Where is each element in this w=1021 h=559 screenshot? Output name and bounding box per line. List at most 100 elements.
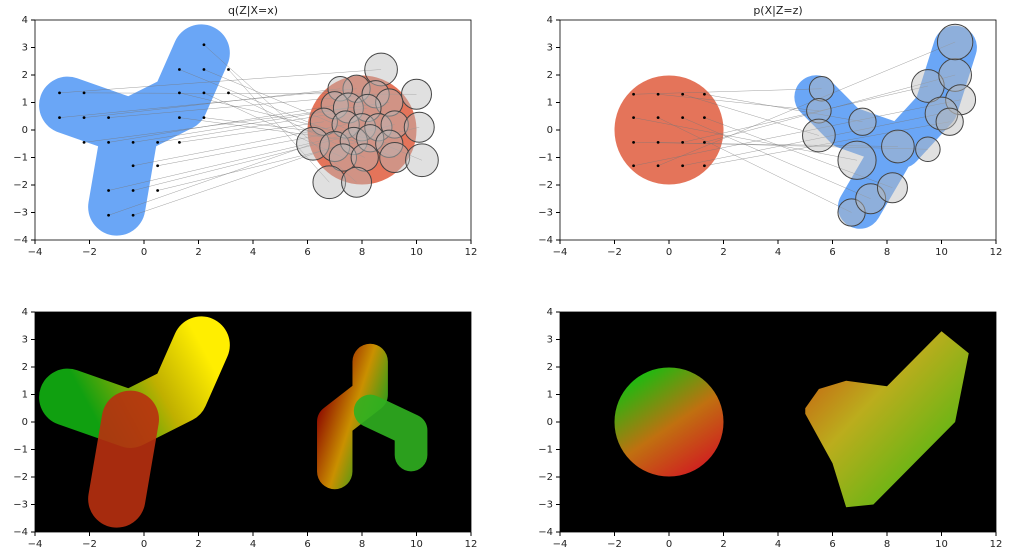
shape bbox=[805, 331, 969, 508]
x-tick-label: 2 bbox=[720, 247, 726, 258]
circle-marker bbox=[876, 172, 908, 204]
point bbox=[107, 189, 110, 192]
circle-marker bbox=[379, 142, 411, 173]
circle-marker bbox=[375, 88, 404, 117]
y-tick-label: 0 bbox=[22, 125, 28, 136]
y-tick-label: 4 bbox=[547, 15, 553, 26]
link bbox=[633, 88, 822, 95]
x-tick-label: 6 bbox=[829, 539, 835, 550]
link bbox=[228, 92, 365, 158]
point bbox=[202, 116, 206, 120]
circle-marker bbox=[405, 143, 439, 178]
x-tick-label: 8 bbox=[884, 539, 890, 550]
shape bbox=[353, 394, 428, 472]
link bbox=[658, 94, 819, 111]
x-tick-label: 4 bbox=[775, 539, 781, 550]
circle-marker bbox=[938, 58, 972, 92]
y-tick-label: −2 bbox=[13, 472, 28, 483]
y-tick-label: −3 bbox=[13, 208, 28, 219]
x-tick-label: 4 bbox=[250, 247, 256, 258]
point bbox=[202, 91, 206, 95]
circle-marker bbox=[353, 93, 382, 123]
shape bbox=[614, 75, 724, 185]
point bbox=[156, 164, 160, 168]
x-tick-label: −2 bbox=[82, 247, 97, 258]
circle-marker bbox=[848, 107, 877, 136]
point bbox=[82, 116, 86, 120]
link bbox=[658, 142, 928, 150]
y-tick-label: 1 bbox=[22, 98, 28, 109]
point bbox=[178, 68, 181, 71]
link bbox=[704, 74, 956, 143]
point bbox=[131, 213, 135, 217]
circle-marker bbox=[881, 129, 915, 164]
point bbox=[656, 92, 660, 96]
point bbox=[681, 92, 685, 96]
link bbox=[682, 117, 871, 199]
y-tick-label: 1 bbox=[22, 390, 28, 401]
link bbox=[203, 44, 357, 183]
circle-marker bbox=[802, 118, 836, 153]
point bbox=[656, 164, 660, 168]
point bbox=[178, 140, 181, 144]
y-tick-label: 3 bbox=[22, 43, 28, 54]
circle-marker bbox=[327, 75, 353, 102]
circle-marker bbox=[328, 143, 358, 172]
y-tick-label: −1 bbox=[538, 445, 553, 456]
point bbox=[227, 91, 230, 95]
point bbox=[82, 140, 86, 144]
link bbox=[704, 121, 950, 166]
point bbox=[131, 164, 135, 168]
x-tick-label: 2 bbox=[195, 539, 201, 550]
circle-marker bbox=[312, 165, 347, 200]
link bbox=[704, 117, 893, 188]
x-tick-label: 10 bbox=[410, 247, 423, 258]
link bbox=[682, 113, 942, 166]
x-tick-label: 0 bbox=[666, 539, 672, 550]
point bbox=[703, 164, 706, 168]
x-tick-label: −4 bbox=[28, 539, 43, 550]
x-tick-label: 10 bbox=[410, 539, 423, 550]
y-tick-label: −4 bbox=[538, 235, 553, 246]
x-tick-label: 4 bbox=[250, 539, 256, 550]
point bbox=[681, 140, 685, 144]
point bbox=[703, 116, 706, 120]
y-tick-label: −1 bbox=[538, 153, 553, 164]
x-tick-label: 6 bbox=[304, 539, 310, 550]
circle-marker bbox=[837, 140, 877, 180]
point bbox=[107, 140, 110, 144]
link bbox=[633, 99, 961, 166]
x-tick-label: 12 bbox=[465, 539, 478, 550]
y-tick-label: 4 bbox=[547, 307, 553, 318]
y-tick-label: −2 bbox=[13, 180, 28, 191]
link bbox=[108, 105, 335, 143]
y-tick-label: 0 bbox=[547, 417, 553, 428]
shape bbox=[88, 390, 159, 528]
x-tick-label: 0 bbox=[141, 539, 147, 550]
x-tick-label: 12 bbox=[465, 247, 478, 258]
x-tick-label: 6 bbox=[304, 247, 310, 258]
circle-marker bbox=[806, 97, 832, 124]
link bbox=[658, 41, 956, 166]
point bbox=[107, 213, 110, 217]
x-tick-label: −4 bbox=[28, 247, 43, 258]
x-tick-label: 6 bbox=[829, 247, 835, 258]
y-tick-label: −2 bbox=[538, 472, 553, 483]
circle-marker bbox=[342, 74, 371, 103]
point bbox=[156, 140, 160, 144]
x-tick-label: 10 bbox=[935, 247, 948, 258]
shape bbox=[317, 343, 388, 490]
y-tick-label: −1 bbox=[13, 445, 28, 456]
y-tick-label: 3 bbox=[547, 335, 553, 346]
link bbox=[84, 88, 341, 118]
circle-marker bbox=[924, 96, 959, 131]
link bbox=[179, 69, 395, 158]
x-tick-label: 0 bbox=[666, 247, 672, 258]
link bbox=[203, 117, 371, 139]
